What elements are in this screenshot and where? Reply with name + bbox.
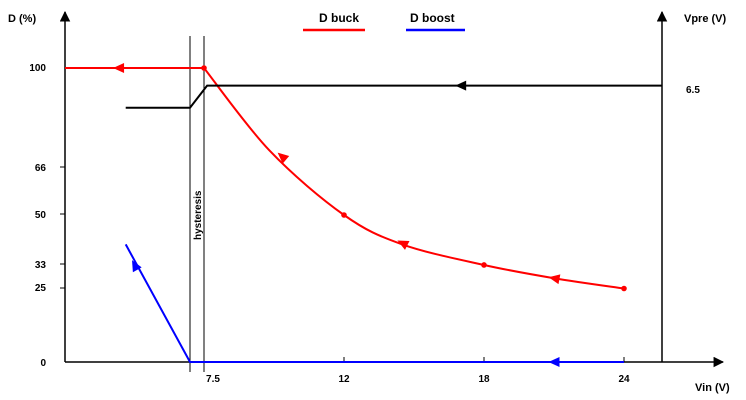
- y-tick-label: 0: [40, 358, 46, 369]
- x-tick-label: 24: [618, 374, 630, 385]
- y-tick-label: 50: [35, 210, 47, 221]
- direction-arrow: [548, 357, 560, 367]
- y-tick-label: 33: [35, 260, 47, 271]
- x-tick-label: 12: [338, 374, 350, 385]
- y-tick-label: 66: [35, 163, 47, 174]
- series-line-d-boost: [124, 243, 624, 363]
- direction-arrow: [277, 152, 290, 164]
- y-axis-title: D (%): [8, 13, 36, 25]
- legend-label-d-buck: D buck: [319, 11, 359, 25]
- x-axis-title: Vin (V): [695, 382, 730, 394]
- direction-arrow: [397, 240, 410, 250]
- direction-arrow: [113, 63, 125, 73]
- hysteresis-label: hysteresis: [193, 190, 204, 240]
- data-point: [621, 285, 627, 292]
- series-line-d-buck: [65, 67, 625, 290]
- y2-axis-title: Vpre (V): [684, 13, 727, 25]
- y2-tick-label: 6.5: [686, 85, 700, 96]
- series-layer: [65, 63, 662, 367]
- direction-arrow: [132, 260, 142, 273]
- y-tick-label: 25: [35, 283, 47, 294]
- x-tick-label: 7.5: [206, 374, 220, 385]
- direction-arrow: [548, 274, 561, 285]
- x-tick-label: 18: [478, 374, 490, 385]
- legend-label-d-boost: D boost: [410, 11, 455, 25]
- data-point: [341, 212, 347, 218]
- data-point: [201, 65, 207, 71]
- data-point: [481, 262, 487, 268]
- series-line-vpre: [125, 84, 662, 109]
- direction-arrow: [455, 80, 467, 91]
- y-tick-label: 100: [29, 63, 46, 74]
